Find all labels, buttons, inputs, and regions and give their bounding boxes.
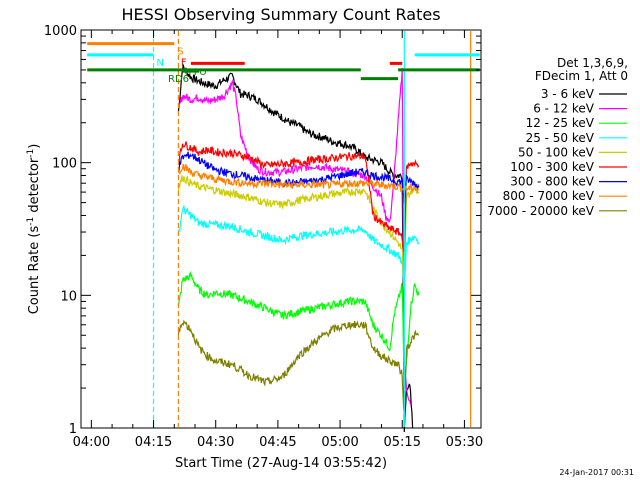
legend-label-800-7000-kev: 800 - 7000 keV [503,189,595,203]
flag-label-n: N [157,58,164,69]
plot-frame [80,29,482,429]
legend-label-25-50-kev: 25 - 50 keV [526,131,595,145]
y-tick-label: 100 [52,157,77,172]
y-tick-label: 1 [69,422,77,437]
marker-lines [152,31,472,427]
x-tick-label: 05:00 [321,435,358,450]
y-axis-label: Count Rate (s-1 detector-1) [26,144,42,315]
x-tick-label: 04:30 [197,435,234,450]
x-axis-label: Start Time (27-Aug-14 03:55:42) [175,456,387,471]
legend-label-6-12-kev: 6 - 12 keV [533,102,595,116]
series-line-800-7000-kev [177,164,420,194]
legend-label-300-800-kev: 300 - 800 keV [510,175,594,189]
legend-label-7000-20000-kev: 7000 - 20000 keV [487,204,594,218]
legend-label-100-300-kev: 100 - 300 keV [510,160,594,174]
x-tick-label: 04:45 [259,435,296,450]
y-axis-ticks: 1 10 100 1000 [44,24,481,437]
flag-label-f: F [181,57,187,68]
y-tick-label: 10 [60,289,77,304]
x-axis-ticks: 04:00 04:15 04:30 04:45 05:00 05:15 05:30 [73,30,483,450]
legend-label-50-100-kev: 50 - 100 keV [518,145,595,159]
legend-label-3-6-kev: 3 - 6 keV [541,87,595,101]
series-line-6-12-kev [177,67,412,405]
series-line-12-25-kev [177,270,420,387]
x-tick-label: 05:15 [384,435,421,450]
x-tick-label: 04:15 [135,435,172,450]
x-tick-label: 05:30 [446,435,483,450]
legend-label-12-25-kev: 12 - 25 keV [526,116,595,130]
footer-date: 24-Jan-2017 00:31 [559,468,634,477]
series-line-100-300-kev [177,141,420,253]
chart-title: HESSI Observing Summary Count Rates [121,5,440,24]
legend-header-decimation: FDecim 1, Att 0 [535,69,628,83]
legend-header-detectors: Det 1,3,6,9, [557,56,628,70]
x-tick-label: 04:00 [73,435,110,450]
flag-label-rd6: RD6 [168,74,189,85]
flag-label-ppo: PPO [189,68,207,78]
series-line-3-6-kev [177,64,414,433]
series-line-25-50-kev [177,204,420,296]
series-layer [177,64,420,433]
series-line-50-100-kev [177,175,420,294]
legend: Det 1,3,6,9, FDecim 1, Att 0 3 - 6 keV6 … [487,56,628,218]
y-tick-label: 1000 [44,24,77,39]
flag-label-s: S [177,47,183,58]
series-line-7000-20000-kev [177,319,420,415]
series-line-300-800-kev [177,151,420,205]
